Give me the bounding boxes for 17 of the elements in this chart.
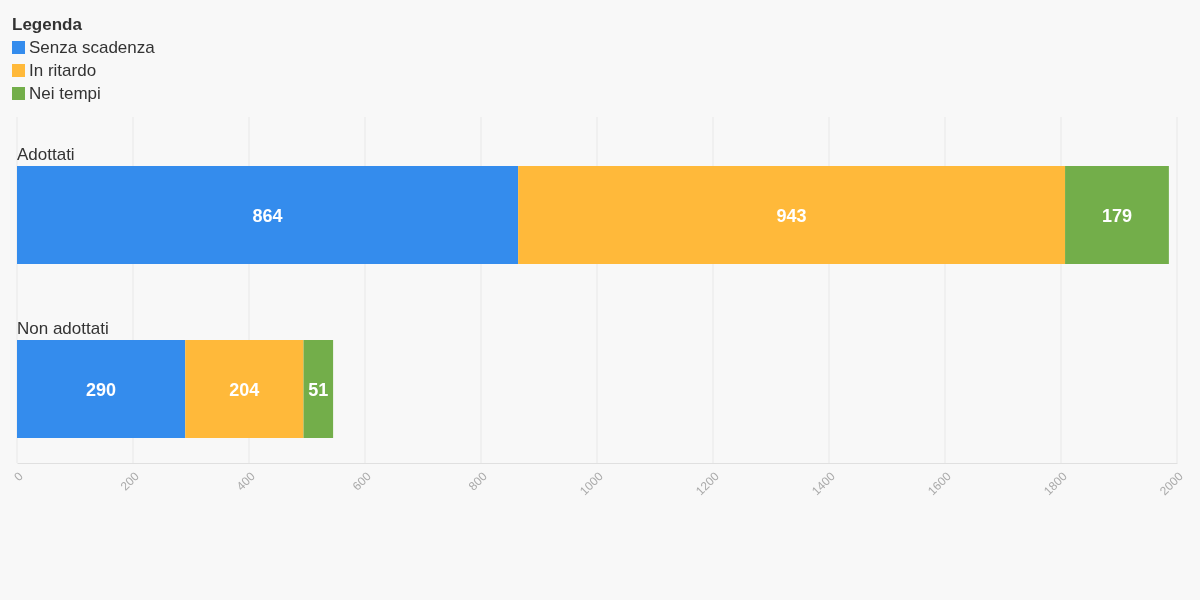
data-label: 179 — [1101, 206, 1132, 226]
x-tick-label: 200 — [117, 469, 142, 494]
legend-title: Legenda — [12, 15, 83, 34]
data-label: 204 — [229, 380, 260, 400]
y-tick-label: Adottati — [17, 145, 75, 164]
data-label: 864 — [252, 206, 283, 226]
data-label: 290 — [86, 380, 117, 400]
x-tick-label: 400 — [233, 469, 258, 494]
x-tick-label: 0 — [11, 469, 26, 484]
legend-label: In ritardo — [29, 61, 97, 80]
legend-label: Senza scadenza — [29, 38, 156, 57]
x-tick-label: 600 — [349, 469, 374, 494]
y-tick-label: Non adottati — [17, 319, 109, 338]
legend-label: Nei tempi — [29, 84, 101, 103]
data-label: 943 — [776, 206, 807, 226]
data-label: 51 — [308, 380, 329, 400]
x-tick-label: 800 — [465, 469, 490, 494]
